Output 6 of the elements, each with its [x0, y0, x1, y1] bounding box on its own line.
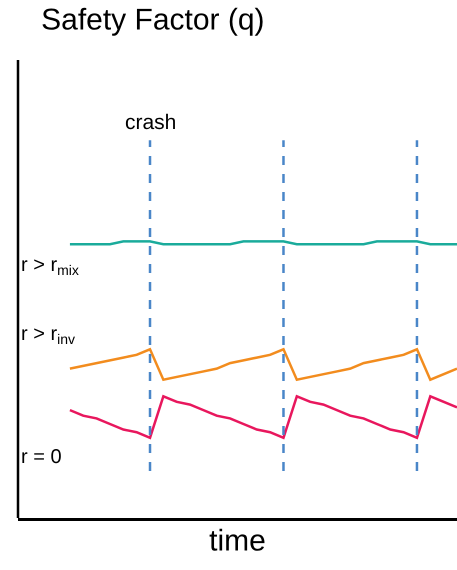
series-label: r > r$_{mix}$ [21, 254, 79, 278]
text: crash [125, 111, 176, 134]
series-label: r = 0 [21, 446, 62, 468]
series-label: r > r$_{inv}$ [21, 323, 76, 348]
chart-title: Safety Factor (q) [41, 4, 265, 37]
x-axis-title: time [209, 524, 266, 558]
